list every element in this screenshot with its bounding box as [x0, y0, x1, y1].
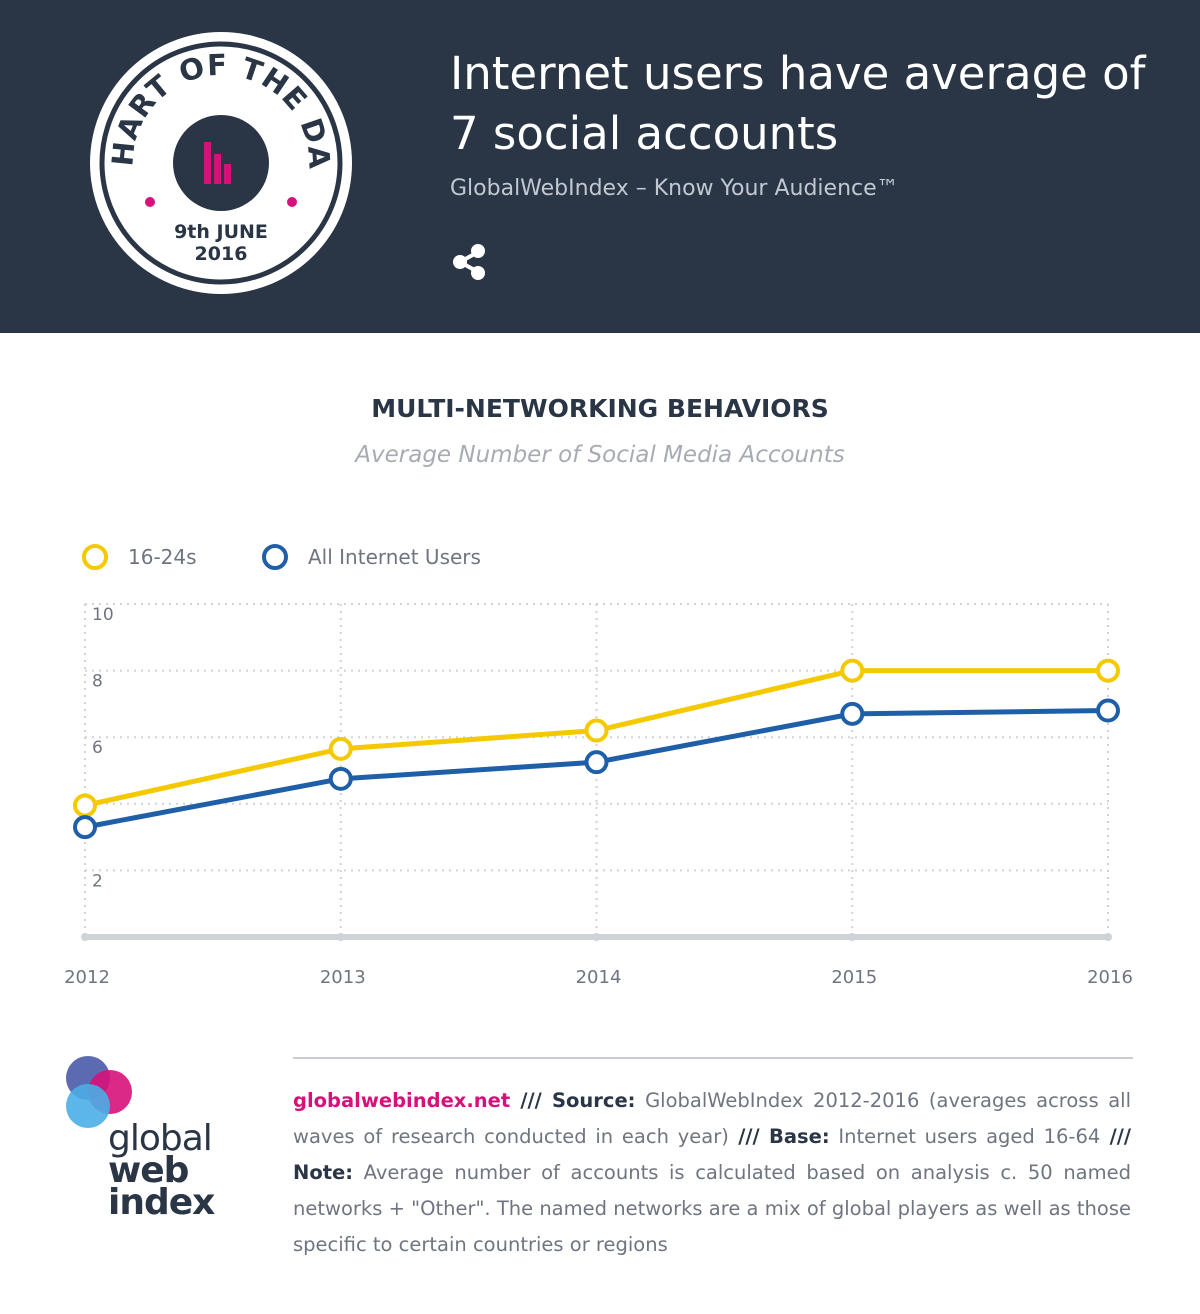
- data-point-1: [840, 701, 865, 726]
- x-tick-label: 2012: [64, 967, 110, 988]
- headline: Internet users have average of 7 social …: [450, 47, 1146, 160]
- data-point-0: [328, 736, 353, 761]
- chart-subtitle: Average Number of Social Media Accounts: [355, 442, 845, 468]
- data-point-1: [73, 815, 97, 840]
- y-tick-label: 2: [92, 871, 103, 891]
- footer-note-label: Note:: [293, 1161, 354, 1184]
- logo-line1: global: [108, 1118, 212, 1159]
- y-tick-label: 8: [92, 672, 103, 692]
- globalwebindex-logo: global web index: [66, 1056, 216, 1222]
- footer-sep-3: ///: [1100, 1125, 1132, 1148]
- badge-dot-right: [287, 197, 297, 207]
- bar-chart-icon: [204, 142, 231, 184]
- legend-swatch-all-internet-users: [262, 544, 288, 570]
- legend-label-16-24s: 16-24s: [128, 545, 197, 569]
- badge-dot-left: [145, 197, 155, 207]
- chart-of-the-day-badge: CHART OF THE DAY 9th JUNE 2016: [90, 32, 352, 294]
- x-tick-label: 2014: [576, 967, 622, 988]
- legend-swatch-16-24s: [82, 544, 108, 570]
- footer-sep-1: ///: [510, 1089, 552, 1112]
- y-tick-label: 6: [92, 738, 103, 758]
- legend-item-16-24s: 16-24s: [82, 542, 197, 572]
- data-point-0: [73, 793, 97, 818]
- x-axis-tick: [81, 933, 89, 941]
- x-tick-label: 2015: [831, 967, 877, 988]
- badge-date-line2: 2016: [195, 243, 248, 265]
- badge-date-line1: 9th JUNE: [174, 221, 268, 243]
- x-tick-label: 2013: [320, 967, 366, 988]
- x-axis-tick: [1104, 933, 1112, 941]
- legend-label-all-internet-users: All Internet Users: [308, 545, 481, 569]
- header-banner: CHART OF THE DAY 9th JUNE 2016 Internet …: [0, 0, 1200, 333]
- footer-divider: [293, 1057, 1133, 1059]
- data-point-0: [1096, 658, 1120, 683]
- x-tick-label: 2016: [1087, 967, 1133, 988]
- footer-source-label: Source:: [551, 1089, 636, 1112]
- footer-site-link[interactable]: globalwebindex.net: [293, 1089, 511, 1112]
- data-point-0: [840, 658, 865, 683]
- data-point-1: [1096, 698, 1120, 723]
- x-axis-tick: [592, 933, 601, 941]
- footer-source-note: globalwebindex.net /// Source: GlobalWeb…: [293, 1083, 1131, 1263]
- y-tick-label: 10: [92, 605, 114, 625]
- line-chart: 2 6 8 10 2012 2013 2014 2015 2016: [64, 603, 1133, 988]
- chart-title: MULTI-NETWORKING BEHAVIORS: [371, 394, 829, 423]
- logo-line3: index: [108, 1182, 215, 1222]
- x-axis-tick: [848, 933, 857, 941]
- footer-sep-2: ///: [728, 1125, 769, 1148]
- share-icon[interactable]: [448, 240, 492, 284]
- footer-note-text: Average number of accounts is calculated…: [293, 1161, 1131, 1256]
- logo-line2: web: [108, 1150, 189, 1191]
- data-point-0: [584, 718, 609, 743]
- footer-base-text: Internet users aged 16-64: [829, 1125, 1101, 1148]
- tagline: GlobalWebIndex – Know Your Audience™: [450, 176, 899, 201]
- footer-source-text: GlobalWebIndex 2012-2016 (averages acros…: [293, 1089, 1131, 1148]
- data-point-1: [328, 766, 353, 791]
- legend-item-all-internet-users: All Internet Users: [262, 542, 481, 572]
- footer-base-label: Base:: [768, 1125, 830, 1148]
- x-axis-tick: [336, 933, 345, 941]
- data-point-1: [584, 750, 609, 775]
